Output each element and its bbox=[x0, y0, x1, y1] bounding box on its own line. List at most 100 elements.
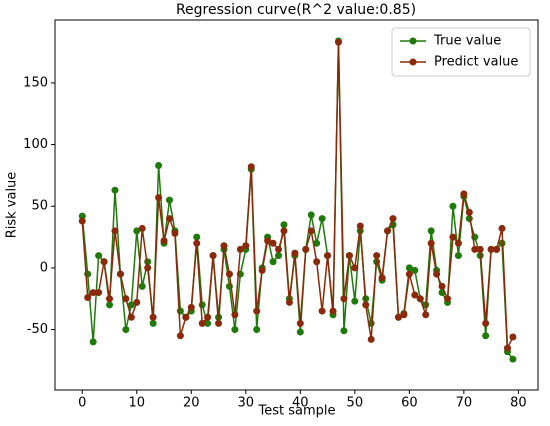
point bbox=[231, 326, 239, 334]
point bbox=[351, 297, 359, 305]
point bbox=[482, 332, 490, 340]
point bbox=[433, 270, 441, 278]
point bbox=[318, 215, 326, 223]
point bbox=[275, 252, 283, 260]
point bbox=[258, 266, 266, 274]
point bbox=[144, 264, 152, 272]
point bbox=[138, 282, 146, 290]
legend-box bbox=[391, 27, 531, 77]
point bbox=[291, 249, 299, 257]
point bbox=[165, 215, 173, 223]
point bbox=[454, 239, 462, 247]
point bbox=[193, 239, 201, 247]
point bbox=[138, 224, 146, 232]
x-tick-label: 70 bbox=[456, 396, 473, 411]
y-axis-label: Risk value bbox=[5, 172, 20, 239]
x-tick-label: 60 bbox=[401, 396, 418, 411]
chart-title: Regression curve(R^2 value:0.85) bbox=[176, 2, 416, 18]
point bbox=[296, 319, 304, 327]
point bbox=[155, 162, 163, 170]
point bbox=[503, 344, 511, 352]
point bbox=[204, 313, 212, 321]
point bbox=[411, 266, 419, 274]
point bbox=[345, 252, 353, 260]
series-line bbox=[81, 40, 514, 360]
point bbox=[389, 215, 397, 223]
point bbox=[155, 194, 163, 202]
point bbox=[176, 307, 184, 315]
point bbox=[253, 307, 261, 315]
point bbox=[247, 163, 255, 171]
point bbox=[171, 229, 179, 237]
point bbox=[411, 291, 419, 299]
point bbox=[509, 355, 517, 363]
point bbox=[198, 319, 206, 327]
y-tick-label: 50 bbox=[31, 199, 48, 214]
point bbox=[405, 264, 413, 272]
point bbox=[444, 295, 452, 303]
point bbox=[204, 319, 212, 327]
point bbox=[95, 289, 103, 297]
point bbox=[313, 258, 321, 266]
x-tick-label: 80 bbox=[510, 396, 527, 411]
point bbox=[176, 332, 184, 340]
point bbox=[362, 301, 370, 309]
point bbox=[378, 274, 386, 282]
point bbox=[231, 311, 239, 319]
point bbox=[236, 245, 244, 253]
point bbox=[215, 319, 223, 327]
x-axis-label: Test sample bbox=[258, 404, 336, 419]
point bbox=[253, 326, 261, 334]
point bbox=[127, 301, 135, 309]
point bbox=[438, 282, 446, 290]
point bbox=[242, 242, 250, 250]
point bbox=[313, 239, 321, 247]
y-tick-label: -50 bbox=[27, 322, 48, 337]
point bbox=[324, 252, 332, 260]
y-tick-label: 0 bbox=[40, 260, 48, 275]
point bbox=[340, 327, 348, 335]
x-tick-label: 10 bbox=[128, 396, 145, 411]
point bbox=[498, 224, 506, 232]
point bbox=[187, 303, 195, 311]
point bbox=[149, 313, 157, 321]
point bbox=[449, 202, 457, 210]
plot-frame bbox=[54, 19, 539, 391]
point bbox=[269, 258, 277, 266]
point bbox=[149, 319, 157, 327]
x-tick-label: 20 bbox=[183, 396, 200, 411]
point bbox=[460, 190, 468, 198]
point bbox=[100, 258, 108, 266]
point bbox=[133, 298, 141, 306]
point bbox=[89, 289, 97, 297]
point bbox=[198, 301, 206, 309]
point bbox=[89, 338, 97, 346]
legend-marker bbox=[409, 58, 417, 66]
point bbox=[416, 295, 424, 303]
x-tick-label: 50 bbox=[347, 396, 364, 411]
y-tick-label: 100 bbox=[23, 137, 48, 152]
point bbox=[127, 313, 135, 321]
point bbox=[264, 237, 272, 245]
point bbox=[422, 311, 430, 319]
point bbox=[225, 270, 233, 278]
point bbox=[280, 227, 288, 235]
point bbox=[373, 252, 381, 260]
point bbox=[487, 245, 495, 253]
point bbox=[296, 328, 304, 336]
point bbox=[340, 295, 348, 303]
point bbox=[367, 335, 375, 343]
point bbox=[165, 196, 173, 204]
point bbox=[329, 307, 337, 315]
point bbox=[449, 233, 457, 241]
point bbox=[111, 186, 119, 194]
point bbox=[116, 270, 124, 278]
point bbox=[307, 211, 315, 219]
point bbox=[356, 222, 364, 230]
point bbox=[351, 264, 359, 272]
x-tick-label: 40 bbox=[292, 396, 309, 411]
point bbox=[454, 252, 462, 260]
point bbox=[182, 313, 190, 321]
point bbox=[78, 212, 86, 220]
